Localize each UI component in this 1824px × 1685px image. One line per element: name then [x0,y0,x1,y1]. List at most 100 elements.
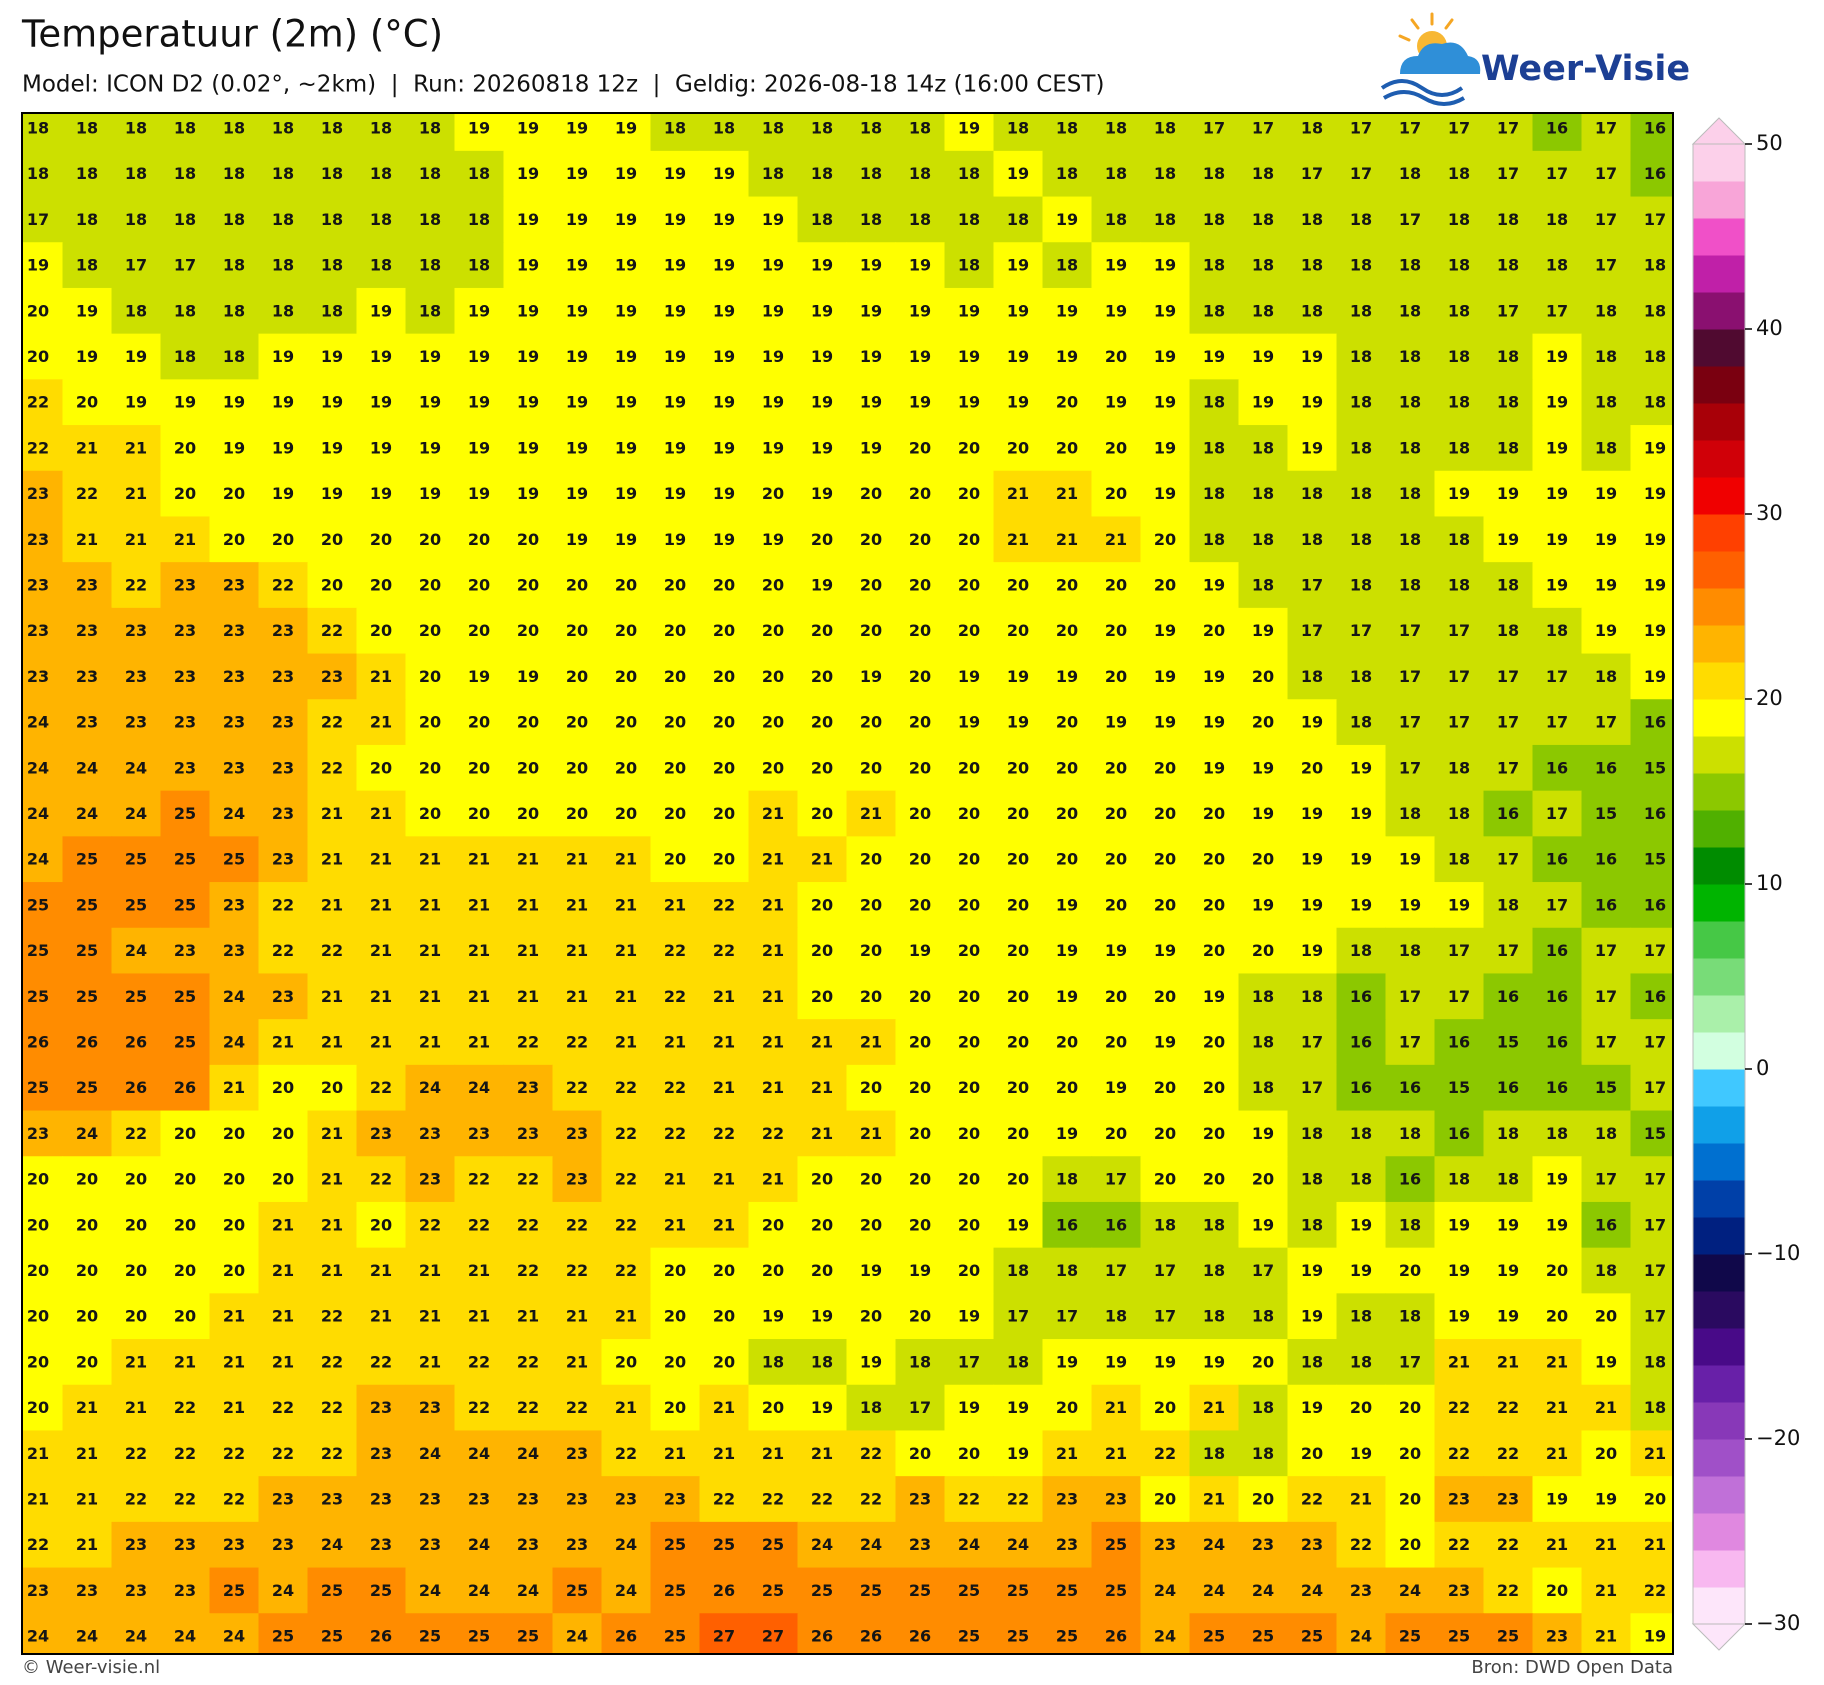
temperature-value: 17 [1399,621,1421,640]
logo-waves [1380,79,1466,106]
temperature-value: 20 [713,576,735,595]
temperature-value: 18 [1203,1444,1225,1463]
temperature-value: 19 [615,119,637,138]
colorbar-segment [1693,329,1745,367]
temperature-value: 19 [1546,484,1568,503]
temperature-cell [1238,1339,1289,1386]
temperature-cell [1581,1293,1632,1340]
temperature-cell [62,927,113,975]
temperature-cell [1336,150,1387,198]
temperature-value: 24 [125,804,147,823]
temperature-value: 20 [468,621,490,640]
temperature-value: 20 [174,1124,196,1143]
temperature-value: 24 [125,941,147,960]
temperature-cell [1042,1430,1093,1477]
temperature-cell [650,1521,701,1569]
temperature-value: 26 [76,1033,98,1052]
temperature-value: 24 [1399,1581,1421,1600]
temperature-cell [993,1247,1044,1294]
temperature-value: 21 [174,1352,196,1371]
temperature-cell [1238,1613,1289,1654]
temperature-value: 17 [1448,987,1470,1006]
temperature-cell [1385,196,1436,243]
temperature-value: 19 [860,393,882,412]
temperature-value: 19 [1203,1352,1225,1371]
temperature-cell [356,744,407,792]
temperature-cell [846,1247,897,1294]
temperature-cell [1189,653,1240,700]
temperature-cell [1091,1110,1142,1157]
temperature-value: 20 [1154,804,1176,823]
temperature-cell [895,1156,946,1203]
temperature-value: 20 [860,850,882,869]
temperature-value: 19 [1644,438,1666,457]
temperature-cell [797,113,848,152]
temperature-cell [699,242,750,289]
temperature-cell [209,287,260,335]
temperature-value: 19 [1056,301,1078,320]
temperature-value: 24 [419,1444,441,1463]
temperature-cell [1140,1019,1191,1066]
temperature-cell [1140,1567,1191,1614]
temperature-cell [258,1476,309,1523]
temperature-value: 18 [860,119,882,138]
temperature-cell [454,836,505,883]
temperature-value: 21 [1595,1581,1617,1600]
temperature-value: 20 [321,530,343,549]
temperature-cell [111,1430,162,1477]
colorbar-segment [1693,1217,1745,1255]
temperature-cell [895,379,946,426]
temperature-value: 20 [566,758,588,777]
temperature-value: 17 [1448,941,1470,960]
temperature-value: 25 [125,987,147,1006]
temperature-value: 25 [174,987,196,1006]
temperature-value: 22 [272,895,294,914]
temperature-value: 19 [1154,484,1176,503]
temperature-cell [1287,1110,1338,1157]
temperature-value: 19 [468,393,490,412]
temperature-cell [748,1201,799,1249]
temperature-cell [307,1476,358,1523]
temperature-value: 15 [1644,758,1666,777]
temperature-cell [699,1156,750,1203]
temperature-value: 18 [1154,164,1176,183]
temperature-cell [895,113,946,152]
temperature-cell [22,882,64,929]
temperature-value: 21 [615,987,637,1006]
colorbar-segment [1693,1106,1745,1144]
temperature-value: 19 [1154,1352,1176,1371]
temperature-cell [1385,1384,1436,1432]
temperature-value: 17 [1399,667,1421,686]
temperature-cell [1385,150,1436,198]
temperature-value: 20 [664,1307,686,1326]
temperature-value: 23 [517,1535,539,1554]
temperature-cell [699,836,750,883]
temperature-cell [1434,242,1485,289]
temperature-value: 19 [1203,987,1225,1006]
temperature-cell [356,470,407,518]
temperature-cell [1483,882,1534,929]
temperature-cell [1140,113,1191,152]
temperature-cell [1630,790,1673,837]
temperature-cell [1434,1019,1485,1066]
temperature-cell [699,1019,750,1066]
temperature-value: 18 [1350,1352,1372,1371]
temperature-cell [699,562,750,609]
temperature-value: 25 [1399,1627,1421,1646]
temperature-value: 22 [272,1444,294,1463]
temperature-cell [405,744,456,792]
temperature-cell [993,242,1044,289]
temperature-value: 20 [1007,987,1029,1006]
temperature-value: 20 [1350,1398,1372,1417]
temperature-cell [62,333,113,380]
temperature-cell [1189,1064,1240,1112]
temperature-value: 19 [1105,393,1127,412]
temperature-value: 20 [566,621,588,640]
temperature-cell [1630,516,1673,563]
temperature-value: 15 [1595,1078,1617,1097]
temperature-value: 19 [1154,941,1176,960]
temperature-cell [993,790,1044,837]
temperature-value: 20 [909,1078,931,1097]
temperature-cell [405,973,456,1020]
temperature-value: 22 [1350,1535,1372,1554]
